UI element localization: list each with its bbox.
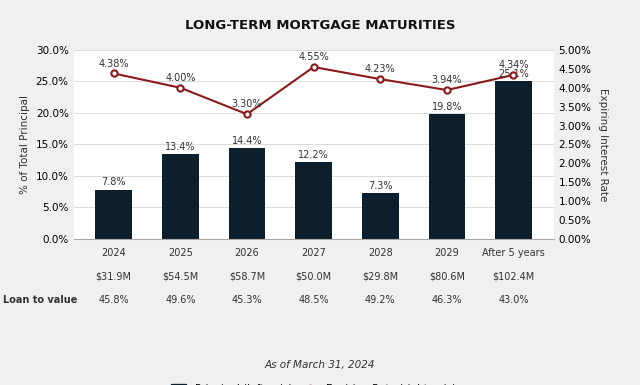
- Text: 4.00%: 4.00%: [165, 73, 196, 83]
- Text: $102.4M: $102.4M: [492, 271, 534, 281]
- Legend: Principal (left axis), Expiring Rate (right axis): Principal (left axis), Expiring Rate (ri…: [166, 380, 461, 385]
- Text: 45.3%: 45.3%: [232, 295, 262, 305]
- Text: 45.8%: 45.8%: [99, 295, 129, 305]
- Text: 3.30%: 3.30%: [232, 99, 262, 109]
- Bar: [95, 190, 132, 239]
- Bar: [228, 148, 266, 239]
- Text: 7.8%: 7.8%: [102, 177, 126, 187]
- Text: 7.3%: 7.3%: [368, 181, 392, 191]
- Bar: [295, 162, 332, 239]
- Text: 2024: 2024: [101, 248, 126, 258]
- Text: After 5 years: After 5 years: [482, 248, 545, 258]
- Text: 13.4%: 13.4%: [165, 142, 196, 152]
- Text: 2028: 2028: [368, 248, 392, 258]
- Text: 46.3%: 46.3%: [431, 295, 462, 305]
- Text: 49.2%: 49.2%: [365, 295, 396, 305]
- Text: 4.34%: 4.34%: [498, 60, 529, 70]
- Bar: [429, 114, 465, 239]
- Text: $58.7M: $58.7M: [229, 271, 265, 281]
- Text: $31.9M: $31.9M: [96, 271, 132, 281]
- Text: As of March 31, 2024: As of March 31, 2024: [265, 360, 375, 370]
- Text: $29.8M: $29.8M: [362, 271, 398, 281]
- Y-axis label: Expiring Interest Rate: Expiring Interest Rate: [598, 88, 608, 201]
- Text: Loan to value: Loan to value: [3, 295, 77, 305]
- Text: 12.2%: 12.2%: [298, 150, 329, 160]
- Text: 25.1%: 25.1%: [498, 69, 529, 79]
- Y-axis label: % of Total Principal: % of Total Principal: [20, 95, 30, 194]
- Text: 4.38%: 4.38%: [99, 59, 129, 69]
- Bar: [495, 81, 532, 239]
- Text: 4.23%: 4.23%: [365, 64, 396, 74]
- Text: 48.5%: 48.5%: [298, 295, 329, 305]
- Text: $54.5M: $54.5M: [162, 271, 198, 281]
- Text: 4.55%: 4.55%: [298, 52, 329, 62]
- Text: 14.4%: 14.4%: [232, 136, 262, 146]
- Text: 2026: 2026: [235, 248, 259, 258]
- Text: 43.0%: 43.0%: [498, 295, 529, 305]
- Text: 2025: 2025: [168, 248, 193, 258]
- Text: 49.6%: 49.6%: [165, 295, 196, 305]
- Bar: [362, 193, 399, 239]
- Text: 19.8%: 19.8%: [431, 102, 462, 112]
- Text: 2027: 2027: [301, 248, 326, 258]
- Text: $50.0M: $50.0M: [296, 271, 332, 281]
- Text: LONG-TERM MORTGAGE MATURITIES: LONG-TERM MORTGAGE MATURITIES: [185, 19, 455, 32]
- Text: 3.94%: 3.94%: [431, 75, 462, 85]
- Text: 2029: 2029: [435, 248, 460, 258]
- Bar: [162, 154, 198, 239]
- Text: $80.6M: $80.6M: [429, 271, 465, 281]
